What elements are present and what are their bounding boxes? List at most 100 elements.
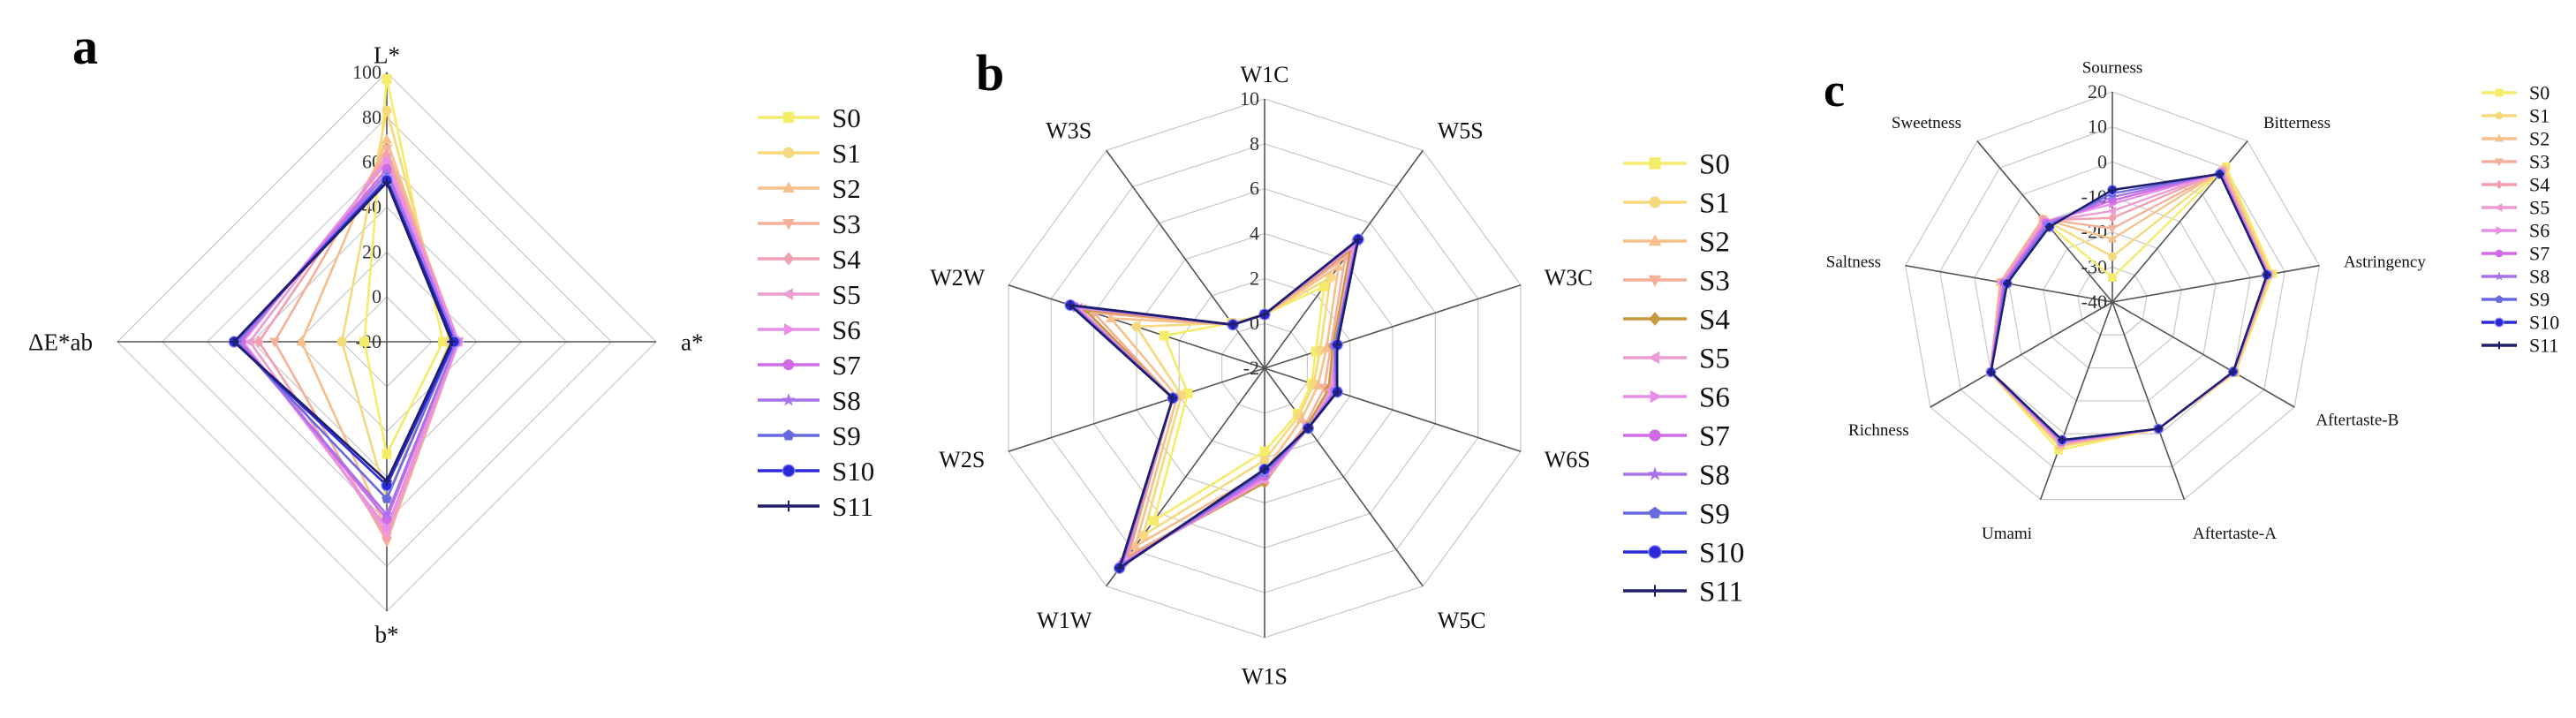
legend-item: S6: [1623, 382, 1730, 414]
data-point: [2107, 233, 2118, 243]
axis-spoke: [1008, 367, 1265, 453]
axis-label: W1C: [1241, 62, 1289, 87]
legend-marker: [2495, 88, 2504, 97]
data-point: [2262, 270, 2271, 279]
axis-label: W5C: [1438, 608, 1486, 633]
legend-marker: [1649, 585, 1661, 597]
data-point: [2108, 252, 2117, 261]
legend-label: S4: [2529, 174, 2550, 196]
legend-item: S7: [2482, 243, 2550, 265]
legend-item: S11: [1623, 577, 1743, 608]
legend-label: S6: [832, 314, 861, 345]
axis-label: Sourness: [2082, 59, 2143, 78]
panel-label-a: a: [72, 18, 98, 75]
tick-label: 2: [1250, 267, 1259, 289]
legend-label: S1: [2529, 105, 2550, 127]
data-point: [1129, 540, 1141, 550]
data-point: [381, 493, 392, 503]
data-point: [2228, 367, 2238, 376]
legend-label: S2: [2529, 128, 2550, 150]
legend-label: S6: [2529, 220, 2550, 242]
axis-label: Sweetness: [1892, 114, 1961, 132]
data-point: [1345, 244, 1356, 256]
legend-item: S2: [758, 173, 861, 204]
data-point: [381, 74, 392, 85]
legend-item: S11: [2482, 335, 2558, 357]
axis-spoke: [1930, 301, 2113, 408]
axis-label: Aftertaste-B: [2315, 412, 2398, 430]
legend-label: S5: [2529, 197, 2550, 219]
data-point: [2215, 170, 2225, 178]
radar-grid: [1008, 98, 1522, 639]
data-point: [2154, 424, 2164, 434]
legend-marker: [2494, 271, 2504, 281]
series-line: [1990, 172, 2269, 442]
legend-label: S4: [1699, 305, 1730, 336]
legend-item: S7: [758, 350, 861, 381]
legend-label: S11: [2529, 335, 2558, 357]
axis-label: W6S: [1545, 447, 1590, 472]
legend-item: S2: [2482, 128, 2550, 150]
legend-item: S7: [1623, 421, 1730, 453]
legend-item: S3: [2482, 151, 2550, 173]
legend-marker: [782, 464, 796, 478]
data-point: [1105, 312, 1117, 322]
data-point: [1296, 412, 1307, 423]
series-s4: [1986, 165, 2273, 450]
tick-label: 80: [362, 106, 381, 128]
series-line: [1990, 171, 2269, 443]
legend-item: S3: [1623, 266, 1730, 298]
data-point: [1167, 393, 1178, 404]
tick-label: 20: [2088, 80, 2107, 102]
legend-item: S1: [2482, 105, 2550, 127]
axis-spoke: [2111, 264, 2320, 303]
data-point: [253, 336, 264, 348]
legend-label: S9: [832, 420, 861, 451]
axis-label: W3S: [1046, 118, 1092, 144]
tick-label: -2: [1243, 357, 1259, 379]
legend-item: S5: [1623, 344, 1730, 375]
data-point: [2108, 185, 2117, 194]
data-point: [268, 337, 280, 348]
legend-marker: [2495, 249, 2504, 258]
legend-item: S5: [758, 279, 861, 310]
legend-item: S9: [758, 420, 861, 451]
legend-item: S3: [758, 208, 861, 239]
data-point: [381, 449, 392, 459]
legend-label: S7: [2529, 243, 2550, 265]
radar-panel-c: c 20100-10-20-30-40SournessBitternessAst…: [1824, 59, 2559, 543]
axis-label: W1S: [1242, 664, 1288, 690]
data-point: [1332, 387, 1342, 397]
tick-label: 6: [1250, 178, 1259, 200]
axis-label: W2S: [939, 447, 985, 472]
legend-label: S11: [832, 491, 873, 522]
data-point: [2108, 273, 2117, 283]
data-point: [1114, 563, 1125, 573]
series-s6: [1072, 238, 1362, 569]
legend-item: S11: [758, 491, 873, 522]
series-line: [1084, 249, 1352, 561]
legend-label: S7: [832, 350, 861, 381]
series-s11: [1065, 234, 1364, 573]
legend-marker: [782, 147, 795, 159]
legend-item: S4: [2482, 174, 2550, 196]
tick-label: 4: [1250, 223, 1259, 245]
tick-label: -30: [2081, 255, 2107, 277]
legend-marker: [782, 429, 795, 441]
axis-spoke: [2111, 301, 2295, 408]
legend-label: S3: [2529, 151, 2550, 173]
legend-marker: [2495, 295, 2504, 303]
legend-marker: [1649, 196, 1661, 208]
legend-marker: [782, 500, 795, 512]
legend-label: S9: [2529, 289, 2550, 311]
panel-label-b: b: [976, 44, 1004, 102]
legend-label: S10: [832, 456, 874, 487]
panel-label-c: c: [1824, 64, 1845, 117]
legend-item: S8: [758, 385, 861, 416]
data-point: [1312, 380, 1324, 390]
legend: S0 S1 S2 S3 S4 S5 S6 S7 S8 S9 S10 S11: [758, 102, 874, 522]
legend-label: S5: [832, 279, 861, 310]
legend-marker: [1647, 466, 1663, 480]
data-point: [381, 105, 392, 116]
